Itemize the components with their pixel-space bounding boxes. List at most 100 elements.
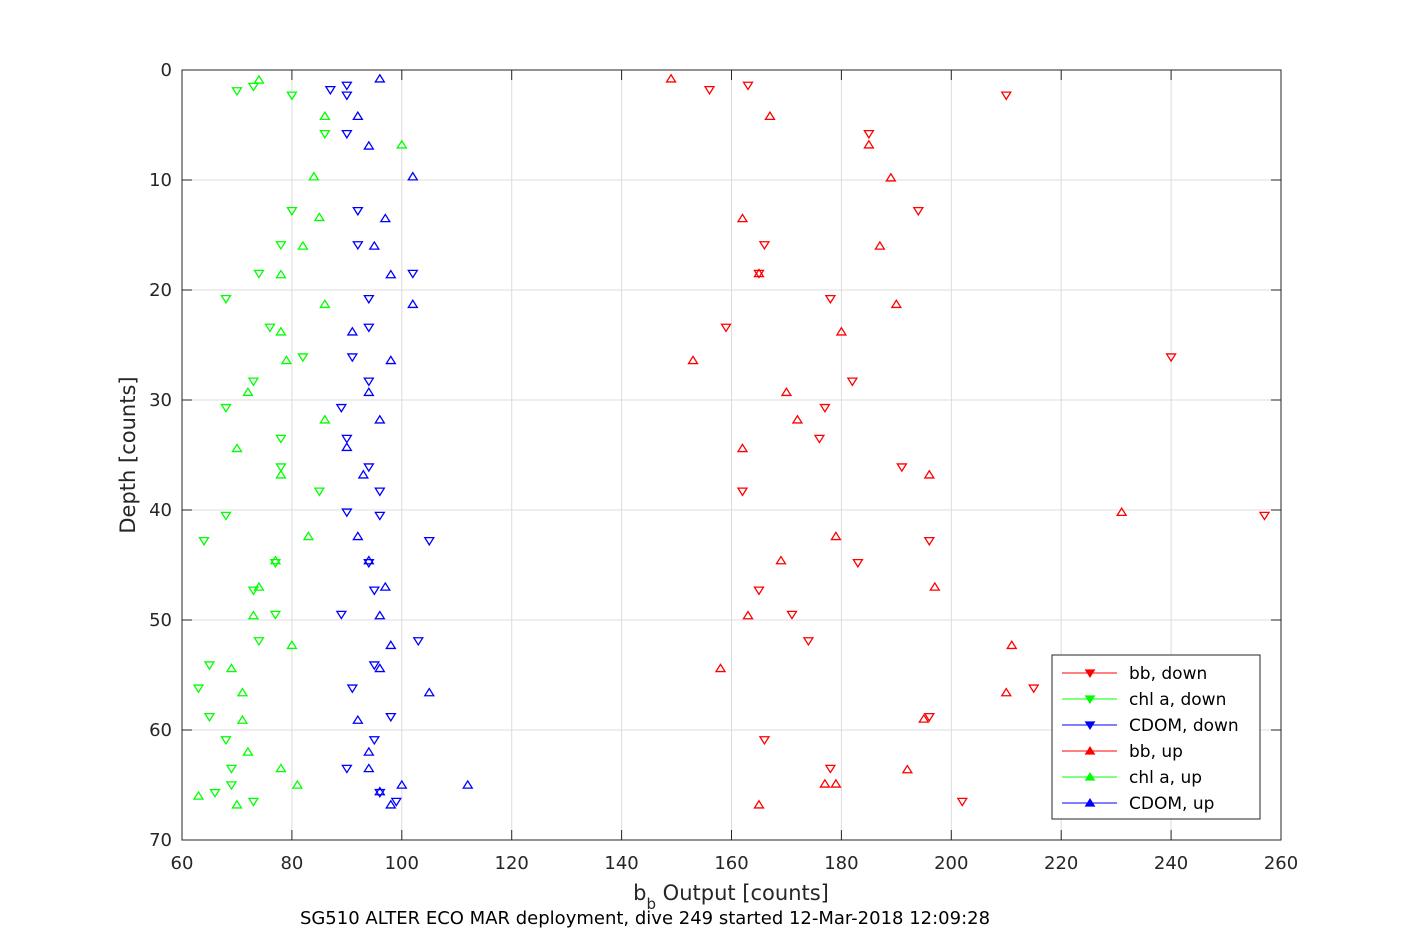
data-point-chl-a-up (231, 799, 243, 809)
data-point-cdom-up (379, 213, 391, 223)
data-point-bb-up (714, 663, 727, 673)
data-point-cdom-down (412, 637, 424, 647)
y-tick-label: 10 (149, 170, 172, 191)
data-point-cdom-down (352, 206, 364, 217)
data-point-cdom-up (385, 269, 397, 279)
x-tick-label: 240 (1154, 853, 1188, 874)
data-point-cdom-down (363, 463, 375, 473)
x-tick-label: 260 (1264, 853, 1298, 874)
data-point-bb-up (890, 299, 903, 309)
data-point-bb-down (720, 323, 732, 333)
data-point-chl-a-up (313, 212, 326, 222)
data-point-cdom-up (385, 355, 397, 365)
data-point-cdom-up (346, 326, 359, 336)
data-point-bb-up (775, 555, 787, 565)
data-point-cdom-down (341, 764, 353, 774)
data-point-chl-a-down (297, 353, 309, 363)
data-point-cdom-up (363, 387, 375, 397)
data-point-chl-a-down (253, 269, 265, 279)
y-tick-label: 70 (149, 830, 172, 851)
data-point-cdom-down (346, 353, 359, 363)
data-point-cdom-down (352, 241, 364, 251)
data-point-cdom-up (363, 140, 375, 150)
data-point-chl-a-up (396, 139, 408, 149)
data-point-bb-up (830, 531, 842, 541)
data-point-cdom-up (423, 687, 435, 697)
data-point-bb-up (665, 73, 677, 83)
data-point-cdom-up (352, 714, 364, 724)
y-tick-label: 30 (149, 390, 172, 411)
legend-label: CDOM, down (1129, 716, 1239, 736)
data-point-bb-up (1115, 506, 1128, 516)
y-tick-label: 0 (161, 60, 172, 81)
data-point-bb-down (824, 764, 837, 774)
data-point-bb-up (929, 581, 941, 591)
data-point-bb-down (1165, 353, 1177, 363)
y-tick-label: 60 (149, 720, 172, 741)
data-point-cdom-up (374, 610, 386, 620)
data-point-bb-up (819, 778, 831, 788)
data-point-bb-up (736, 213, 749, 223)
data-point-chl-a-down (275, 463, 287, 473)
data-point-bb-up (918, 713, 930, 723)
data-point-chl-a-down (203, 713, 216, 723)
data-point-cdom-down (368, 736, 380, 746)
data-point-bb-down (1028, 684, 1040, 694)
data-point-cdom-down (368, 586, 380, 596)
data-markers (192, 73, 1271, 809)
data-point-bb-down (813, 434, 826, 444)
data-point-cdom-up (374, 414, 386, 424)
data-point-chl-a-up (275, 269, 287, 279)
data-point-cdom-up (363, 746, 375, 756)
data-point-chl-a-up (247, 610, 260, 620)
data-point-bb-up (1006, 640, 1018, 650)
data-point-chl-a-up (291, 779, 304, 789)
data-point-bb-down (758, 241, 771, 251)
data-point-cdom-up (363, 763, 375, 773)
data-point-chl-a-up (297, 240, 309, 250)
data-point-bb-down (1258, 511, 1271, 521)
data-point-chl-a-down (192, 684, 205, 694)
legend: bb, down chl a, down CDOM, down bb, up chl a… (1051, 654, 1261, 820)
data-point-chl-a-down (220, 403, 232, 413)
data-point-chl-a-down (225, 764, 238, 774)
data-point-bb-up (753, 799, 765, 809)
data-point-chl-a-down (286, 206, 298, 217)
data-point-cdom-down (363, 294, 375, 305)
data-point-chl-a-down (220, 511, 232, 521)
data-point-chl-a-down (247, 82, 260, 92)
data-point-bb-down (703, 86, 716, 96)
data-point-cdom-down (363, 377, 375, 387)
data-point-chl-a-down (286, 91, 298, 101)
data-point-bb-up (791, 414, 804, 424)
data-point-chl-a-up (236, 714, 249, 724)
data-point-cdom-up (407, 299, 419, 309)
data-point-bb-up (753, 268, 765, 278)
data-point-chl-a-down (253, 637, 265, 647)
data-point-chl-a-down (209, 788, 221, 798)
data-point-chl-a-up (275, 326, 287, 336)
data-point-bb-down (912, 206, 925, 217)
legend-marker (1084, 695, 1096, 704)
legend-marker (1084, 669, 1096, 678)
data-point-bb-down (786, 610, 798, 620)
data-point-cdom-up (341, 442, 353, 452)
data-point-cdom-down (363, 323, 375, 333)
data-point-cdom-down (390, 797, 402, 807)
legend-label: chl a, down (1129, 690, 1226, 710)
axis-ticks: 60 80 100 120 140 160 180 200 220 240 260 0 10 20 30 40… (149, 60, 1298, 874)
data-point-chl-a-up (192, 790, 205, 800)
data-point-chl-a-up (319, 299, 331, 309)
data-point-cdom-down (341, 508, 353, 518)
x-tick-label: 120 (495, 853, 529, 874)
data-point-cdom-down (341, 434, 353, 444)
data-point-cdom-up (374, 786, 386, 796)
data-point-bb-up (687, 355, 699, 365)
data-point-cdom-down (335, 403, 348, 413)
data-point-cdom-up (363, 555, 375, 565)
x-tick-label: 220 (1044, 853, 1078, 874)
data-point-chl-a-up (308, 171, 320, 181)
data-point-bb-down (923, 713, 935, 723)
data-point-chl-a-down (198, 537, 210, 547)
data-point-cdom-down (385, 713, 397, 723)
